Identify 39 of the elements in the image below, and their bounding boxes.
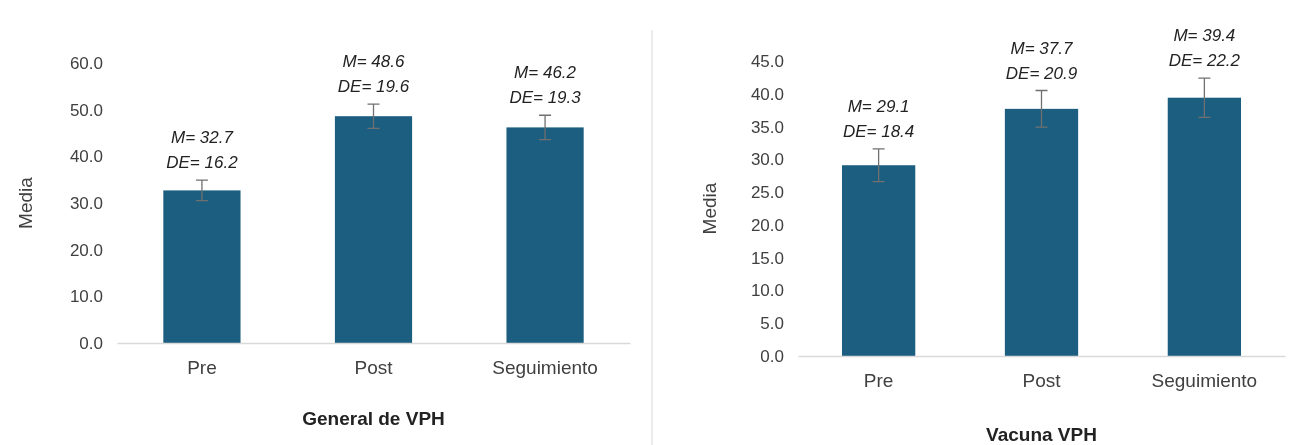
y-tick-label: 60.0 bbox=[69, 53, 103, 73]
y-tick-label: 30.0 bbox=[750, 150, 784, 170]
annotation: M= 32.7 DE= 16.2 bbox=[166, 128, 239, 173]
bar bbox=[163, 190, 241, 343]
bar bbox=[334, 116, 413, 343]
x-tick-label: Seguimiento bbox=[492, 357, 598, 379]
y-axis-title: Media bbox=[15, 176, 36, 229]
annotation: M= 46.2 DE= 19.3 bbox=[509, 63, 582, 108]
bar bbox=[841, 165, 916, 356]
bar bbox=[1167, 97, 1242, 356]
y-tick-label: 50.0 bbox=[69, 100, 103, 120]
y-tick-label: 0.0 bbox=[79, 333, 103, 353]
y-axis-title: Media bbox=[699, 182, 720, 235]
y-tick-label: 30.0 bbox=[69, 193, 103, 213]
x-axis-title: General de VPH bbox=[302, 408, 445, 429]
y-tick-label: 35.0 bbox=[750, 117, 784, 137]
x-tick-label: Seguimiento bbox=[1151, 370, 1258, 392]
y-tick-label: 15.0 bbox=[750, 248, 784, 268]
x-tick-label: Post bbox=[1022, 370, 1062, 392]
x-axis-title: Vacuna VPH bbox=[986, 424, 1097, 445]
annotation: M= 29.1 DE= 18.4 bbox=[842, 96, 915, 141]
bar bbox=[506, 127, 584, 343]
x-tick-label: Pre bbox=[187, 357, 217, 379]
annotation: M= 37.7 DE= 20.9 bbox=[1005, 38, 1078, 83]
y-tick-label: 5.0 bbox=[760, 314, 784, 334]
y-tick-label: 40.0 bbox=[750, 84, 784, 104]
annotation: M= 48.6 DE= 19.6 bbox=[337, 52, 410, 97]
y-tick-label: 40.0 bbox=[69, 147, 103, 167]
y-tick-label: 25.0 bbox=[750, 183, 784, 203]
bar bbox=[1004, 108, 1079, 356]
annotation: M= 39.4 DE= 22.2 bbox=[1168, 26, 1241, 71]
y-tick-label: 45.0 bbox=[750, 51, 784, 71]
x-tick-label: Post bbox=[354, 357, 394, 379]
y-tick-label: 10.0 bbox=[69, 287, 103, 307]
y-tick-label: 10.0 bbox=[750, 281, 784, 301]
y-tick-label: 0.0 bbox=[760, 346, 784, 366]
x-tick-label: Pre bbox=[863, 370, 894, 392]
y-tick-label: 20.0 bbox=[69, 240, 103, 260]
y-tick-label: 20.0 bbox=[750, 215, 784, 235]
